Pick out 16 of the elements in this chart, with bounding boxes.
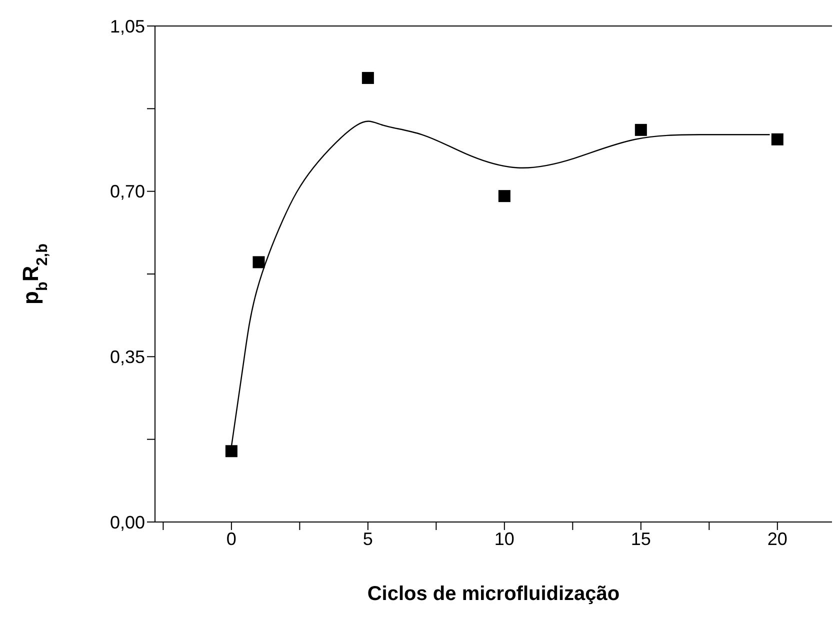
- x-tick-label: 20: [767, 528, 788, 549]
- point: [252, 256, 265, 268]
- x-tick-label: 15: [630, 528, 651, 549]
- x-tick-label: 0: [226, 528, 236, 549]
- point: [498, 190, 510, 202]
- x-tick-label: 10: [494, 528, 514, 549]
- point: [225, 445, 238, 458]
- y-tick-label: 0,00: [110, 512, 145, 532]
- x-tick-label: 5: [362, 528, 373, 549]
- y-tick-label: 0,70: [110, 182, 145, 202]
- point: [634, 124, 647, 136]
- point: [362, 72, 374, 84]
- y-tick-label: 1,05: [110, 16, 145, 36]
- y-tick-label: 0,35: [110, 347, 145, 368]
- x-axis-title: Ciclos de microfluidização: [367, 583, 620, 605]
- point: [771, 133, 784, 146]
